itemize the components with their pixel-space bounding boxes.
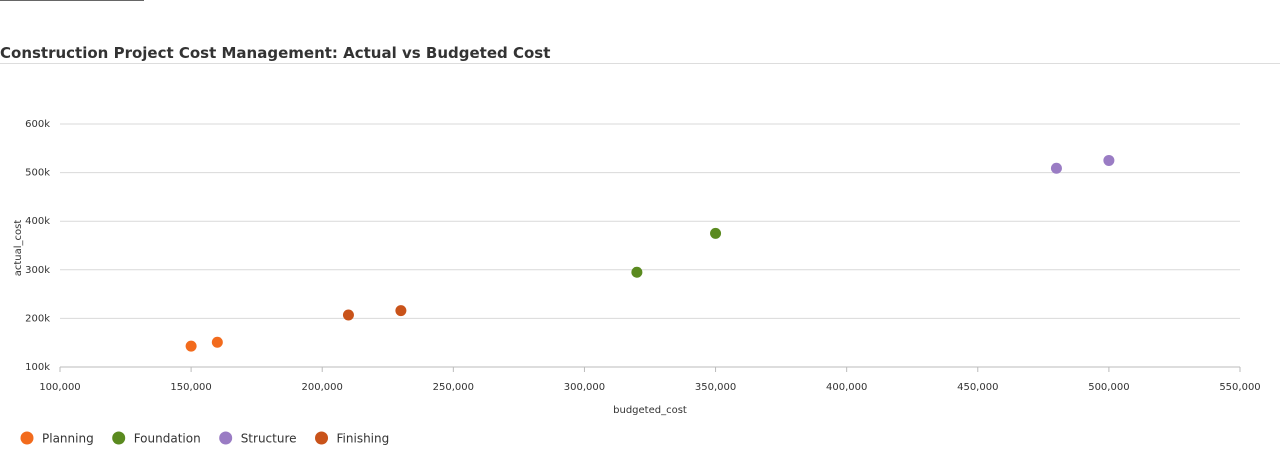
y-axis-label: actual_cost (13, 220, 24, 277)
legend-marker[interactable] (315, 431, 329, 445)
x-tick-label: 250,000 (433, 382, 474, 393)
x-tick-label: 550,000 (1219, 382, 1260, 393)
point (1103, 154, 1115, 166)
legend-label[interactable]: Foundation (134, 432, 201, 446)
point (395, 305, 407, 317)
legend-label[interactable]: Finishing (337, 432, 390, 446)
point (185, 340, 197, 352)
y-tick-label: 100k (25, 362, 50, 373)
x-tick-label: 200,000 (302, 382, 343, 393)
y-tick-label: 400k (25, 216, 50, 227)
chart-title: Construction Project Cost Management: Ac… (0, 44, 550, 62)
y-tick-label: 200k (25, 313, 50, 324)
x-tick-label: 450,000 (957, 382, 998, 393)
point (1050, 162, 1062, 174)
x-axis-label: budgeted_cost (613, 405, 687, 416)
x-tick-label: 350,000 (695, 382, 736, 393)
legend-marker[interactable] (219, 431, 233, 445)
point (211, 336, 223, 348)
legend-label[interactable]: Planning (42, 432, 94, 446)
legend-marker[interactable] (20, 431, 34, 445)
y-tick-label: 500k (25, 168, 50, 179)
legend-marker[interactable] (112, 431, 126, 445)
point (342, 309, 354, 321)
x-tick-label: 500,000 (1088, 382, 1129, 393)
x-tick-label: 300,000 (564, 382, 605, 393)
x-tick-label: 150,000 (170, 382, 211, 393)
y-tick-label: 600k (25, 119, 50, 130)
point (710, 227, 722, 239)
x-tick-label: 100,000 (39, 382, 80, 393)
x-tick-label: 400,000 (826, 382, 867, 393)
y-tick-label: 300k (25, 265, 50, 276)
point (631, 266, 643, 278)
legend-label[interactable]: Structure (241, 432, 297, 446)
